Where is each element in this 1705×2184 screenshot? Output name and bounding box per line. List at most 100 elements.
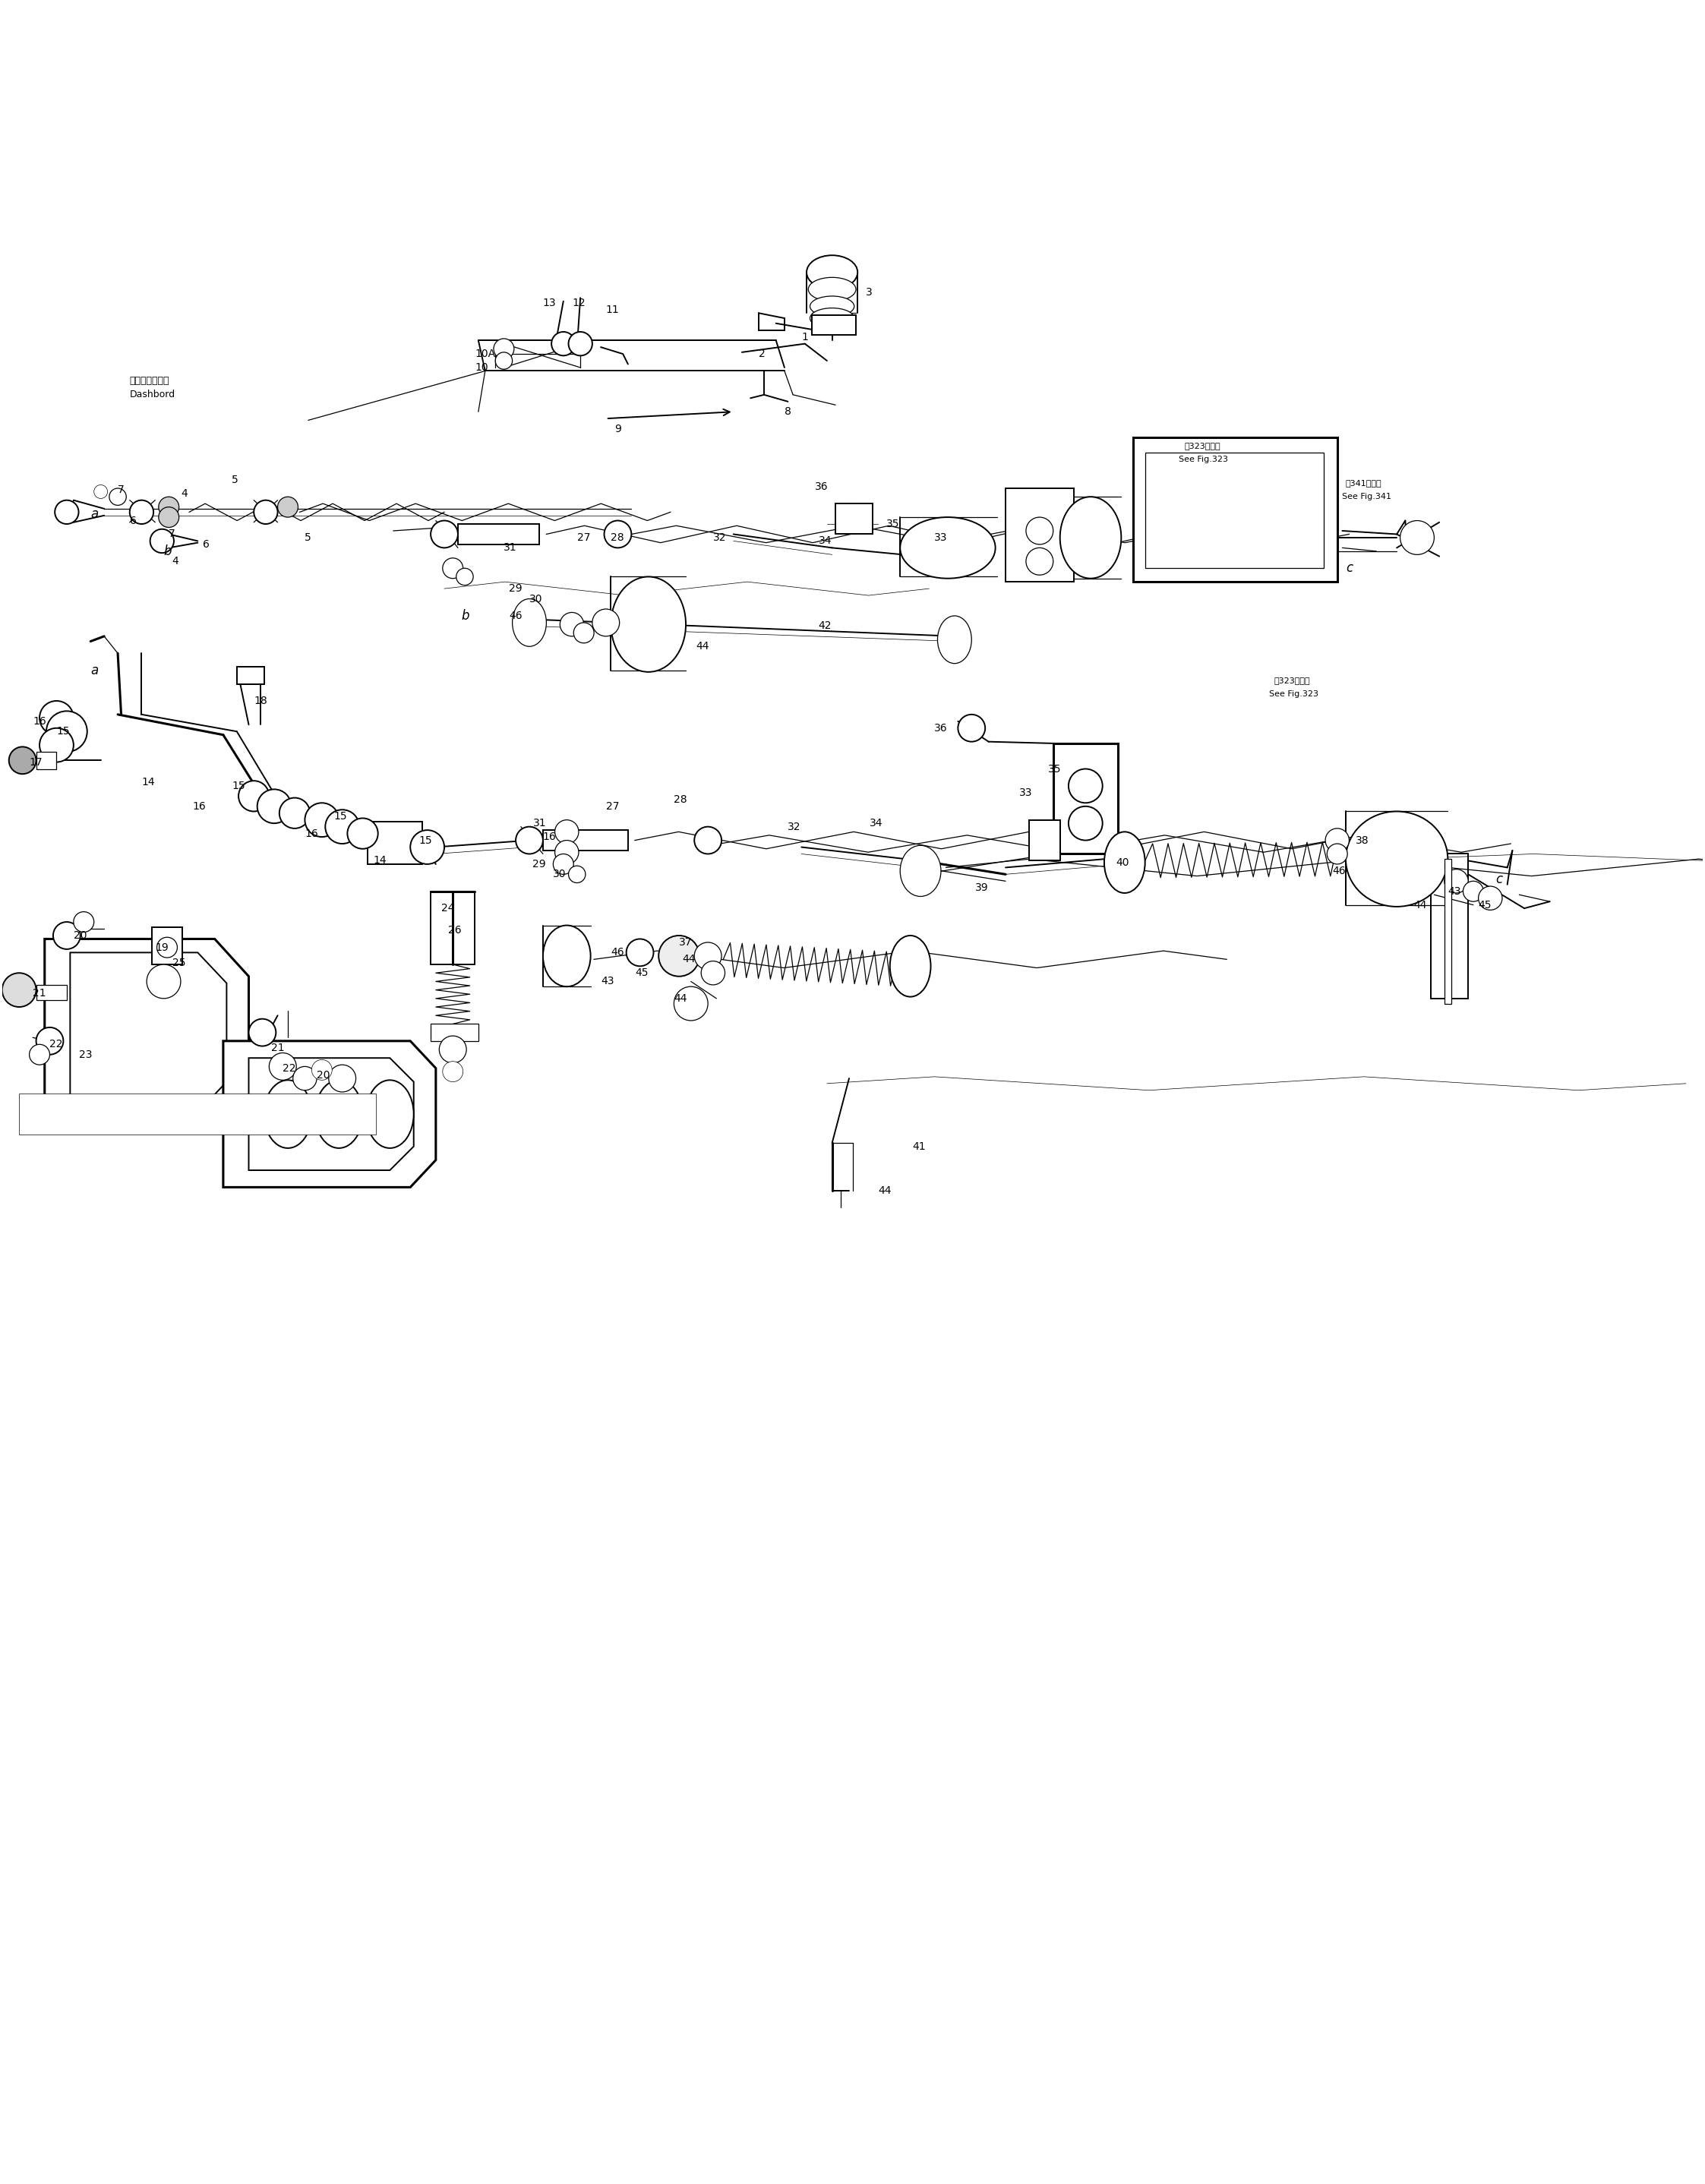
Ellipse shape (890, 935, 931, 996)
Circle shape (626, 939, 653, 965)
Text: 第323図参照: 第323図参照 (1185, 441, 1221, 450)
Circle shape (494, 339, 513, 358)
Circle shape (39, 727, 73, 762)
Text: 29: 29 (508, 583, 522, 594)
Text: Dashbord: Dashbord (130, 389, 176, 400)
Bar (1006, 489, 1074, 581)
Circle shape (1325, 828, 1349, 852)
Circle shape (1326, 843, 1347, 865)
Polygon shape (223, 1042, 436, 1188)
Circle shape (1400, 520, 1434, 555)
Circle shape (269, 1053, 297, 1081)
Circle shape (249, 1020, 276, 1046)
Circle shape (554, 819, 578, 843)
Ellipse shape (900, 518, 996, 579)
Text: 42: 42 (818, 620, 832, 631)
Circle shape (36, 1026, 63, 1055)
Text: 28: 28 (610, 533, 624, 544)
Circle shape (568, 865, 585, 882)
Circle shape (554, 841, 578, 865)
Circle shape (1478, 887, 1502, 911)
Bar (36, 985, 66, 1000)
Text: 30: 30 (552, 869, 566, 880)
Text: 15: 15 (419, 834, 431, 845)
Circle shape (552, 854, 573, 874)
Text: 46: 46 (508, 612, 522, 620)
Circle shape (293, 1066, 317, 1090)
Text: 15: 15 (56, 725, 70, 736)
Polygon shape (44, 939, 249, 1129)
Circle shape (457, 568, 474, 585)
Circle shape (1069, 806, 1103, 841)
Text: 17: 17 (29, 758, 43, 767)
Circle shape (312, 1059, 332, 1081)
Text: 31: 31 (532, 819, 546, 828)
Ellipse shape (808, 277, 856, 301)
Circle shape (694, 941, 721, 970)
Ellipse shape (542, 926, 590, 987)
Text: 10: 10 (476, 363, 488, 373)
Circle shape (496, 352, 512, 369)
Text: 22: 22 (49, 1040, 63, 1051)
Circle shape (431, 520, 459, 548)
Ellipse shape (512, 598, 546, 646)
Circle shape (443, 557, 464, 579)
Circle shape (254, 500, 278, 524)
Text: 5: 5 (305, 533, 312, 544)
Circle shape (53, 922, 80, 950)
Circle shape (280, 797, 310, 828)
Circle shape (2, 972, 36, 1007)
Text: 第341図参照: 第341図参照 (1345, 478, 1381, 487)
Ellipse shape (264, 1081, 312, 1149)
Ellipse shape (810, 308, 854, 328)
Text: 36: 36 (815, 480, 829, 491)
Text: 40: 40 (1117, 856, 1129, 867)
Ellipse shape (610, 577, 685, 673)
Ellipse shape (900, 845, 941, 895)
Circle shape (348, 819, 379, 850)
Text: 第323図参照: 第323図参照 (1274, 677, 1311, 684)
Circle shape (257, 788, 292, 823)
Text: 43: 43 (1448, 887, 1461, 898)
Circle shape (150, 529, 174, 553)
Circle shape (1026, 518, 1054, 544)
Text: 適用号機: 適用号機 (32, 1105, 56, 1114)
Bar (1054, 743, 1118, 854)
Text: 3: 3 (866, 288, 873, 297)
Text: 4: 4 (181, 487, 188, 498)
Text: See Fig.341: See Fig.341 (1342, 494, 1391, 500)
Circle shape (29, 1044, 49, 1066)
Text: 34: 34 (818, 535, 832, 546)
Circle shape (673, 987, 708, 1020)
Text: 46: 46 (610, 948, 624, 959)
Bar (237, 666, 264, 684)
Bar (152, 926, 182, 965)
Circle shape (9, 747, 36, 773)
Circle shape (159, 507, 179, 526)
Circle shape (1444, 869, 1468, 893)
Text: a: a (90, 507, 99, 520)
Circle shape (1026, 548, 1054, 574)
Text: 4: 4 (172, 557, 179, 566)
Circle shape (55, 500, 78, 524)
Text: 9: 9 (614, 424, 621, 435)
Text: 34: 34 (870, 819, 883, 828)
Ellipse shape (938, 616, 972, 664)
Circle shape (515, 828, 542, 854)
Text: 39: 39 (975, 882, 989, 893)
Circle shape (326, 810, 360, 843)
Text: 2: 2 (759, 349, 766, 358)
Text: 25: 25 (172, 957, 186, 968)
Text: 32: 32 (788, 821, 801, 832)
Circle shape (551, 332, 575, 356)
Bar (36, 751, 56, 769)
Text: 33: 33 (934, 533, 948, 544)
Text: 28: 28 (673, 795, 687, 806)
Text: 7: 7 (169, 529, 176, 539)
Text: 27: 27 (576, 533, 590, 544)
Bar (459, 524, 539, 544)
Bar (368, 821, 423, 865)
Ellipse shape (1345, 812, 1448, 906)
Circle shape (305, 804, 339, 836)
Ellipse shape (315, 1081, 363, 1149)
